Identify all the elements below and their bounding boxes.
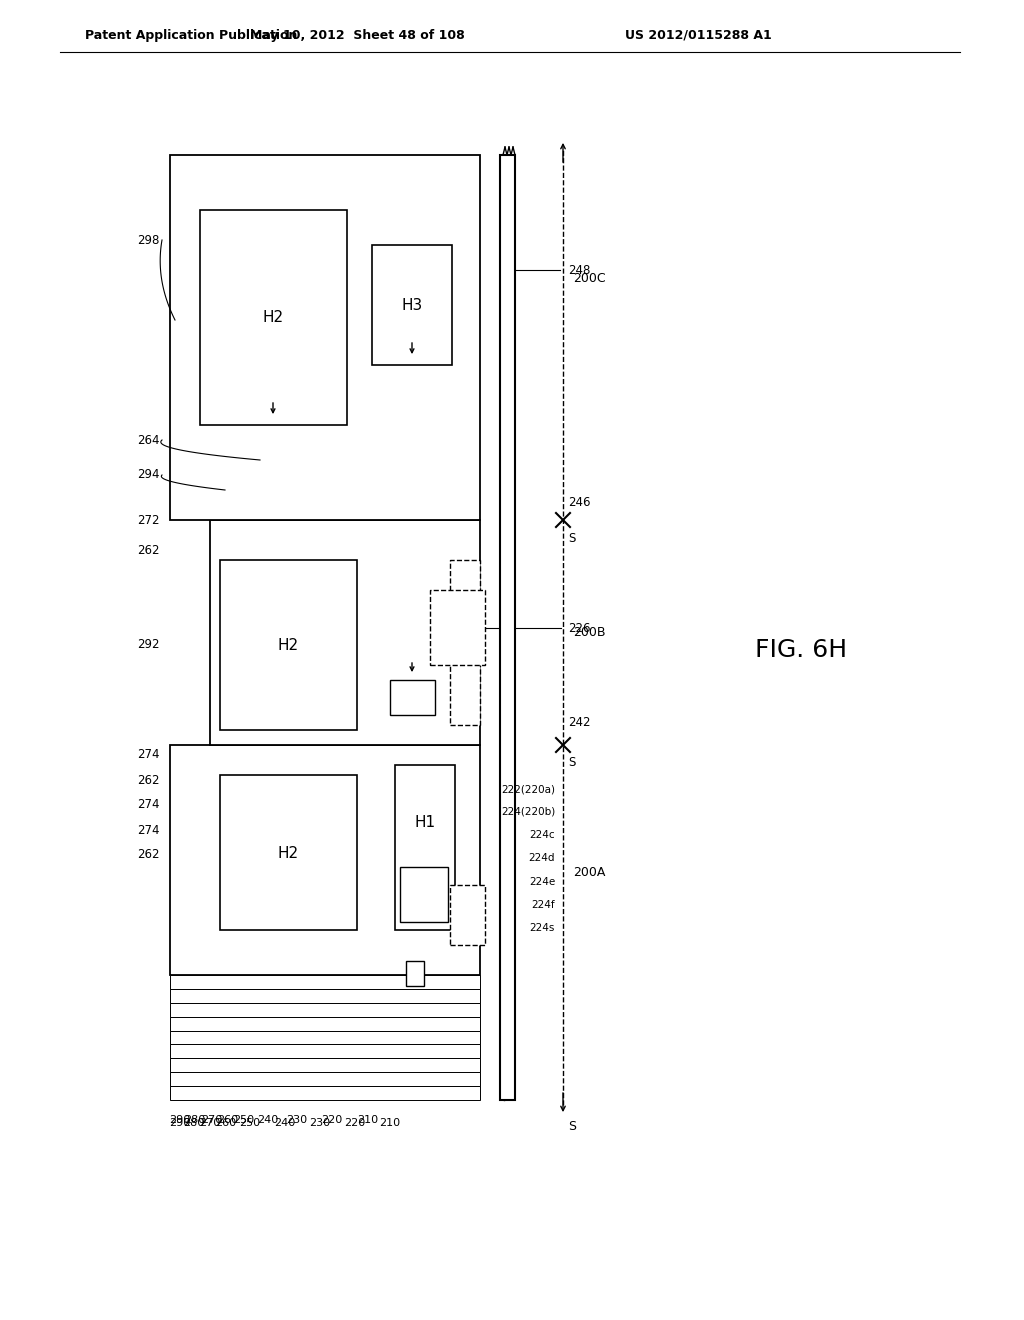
Text: 210: 210 xyxy=(380,1118,400,1129)
Text: US 2012/0115288 A1: US 2012/0115288 A1 xyxy=(625,29,772,41)
Text: 200C: 200C xyxy=(573,272,605,285)
Bar xyxy=(210,520,480,744)
Text: 250: 250 xyxy=(240,1118,260,1129)
Text: 274: 274 xyxy=(137,799,160,812)
Text: 272: 272 xyxy=(137,513,160,527)
Bar xyxy=(406,961,424,986)
Text: 224(220b): 224(220b) xyxy=(501,807,555,817)
Text: 222(220a): 222(220a) xyxy=(501,785,555,795)
Text: May 10, 2012  Sheet 48 of 108: May 10, 2012 Sheet 48 of 108 xyxy=(250,29,464,41)
Text: 260: 260 xyxy=(215,1118,237,1129)
Text: 230: 230 xyxy=(287,1115,307,1125)
Text: 292: 292 xyxy=(137,639,160,652)
Bar xyxy=(170,1044,480,1059)
Bar xyxy=(395,766,455,931)
Text: 270: 270 xyxy=(202,1115,222,1125)
Text: 240: 240 xyxy=(274,1118,296,1129)
Text: 220: 220 xyxy=(322,1115,343,1125)
Bar xyxy=(170,154,480,520)
Text: 262: 262 xyxy=(137,774,160,787)
Bar xyxy=(170,1031,480,1044)
Text: 242: 242 xyxy=(568,717,591,730)
Text: 290: 290 xyxy=(169,1115,190,1125)
Text: 210: 210 xyxy=(357,1115,379,1125)
Text: 294: 294 xyxy=(137,469,160,482)
Bar xyxy=(372,246,452,366)
Text: 264: 264 xyxy=(137,433,160,446)
Text: S: S xyxy=(568,532,575,544)
Bar xyxy=(500,154,515,1100)
Text: 224s: 224s xyxy=(529,923,555,933)
Text: 200B: 200B xyxy=(573,627,605,639)
Bar xyxy=(450,560,480,725)
Text: 244: 244 xyxy=(413,888,436,902)
Text: 246: 246 xyxy=(568,495,591,508)
Bar xyxy=(220,775,357,931)
Bar xyxy=(220,560,357,730)
Bar xyxy=(170,1016,480,1031)
Text: 224c: 224c xyxy=(529,830,555,840)
Bar xyxy=(170,1072,480,1086)
Text: Patent Application Publication: Patent Application Publication xyxy=(85,29,297,41)
Text: 200A: 200A xyxy=(573,866,605,879)
Bar xyxy=(200,210,347,425)
Text: 274: 274 xyxy=(137,748,160,762)
Bar xyxy=(400,867,449,921)
Text: 262: 262 xyxy=(137,544,160,557)
Text: 224f: 224f xyxy=(531,900,555,909)
Bar xyxy=(430,590,485,665)
Text: 230: 230 xyxy=(309,1118,331,1129)
Bar xyxy=(450,884,485,945)
Bar xyxy=(170,975,480,989)
Text: 298: 298 xyxy=(137,234,160,247)
Bar xyxy=(170,989,480,1003)
Text: FIG. 6H: FIG. 6H xyxy=(755,638,847,663)
Text: H2: H2 xyxy=(278,846,299,861)
Text: 290: 290 xyxy=(169,1118,190,1129)
Text: 274: 274 xyxy=(137,824,160,837)
Text: 240: 240 xyxy=(257,1115,279,1125)
Text: H2: H2 xyxy=(262,310,284,326)
Bar xyxy=(170,1086,480,1100)
Bar xyxy=(170,744,480,975)
Bar xyxy=(390,680,435,715)
Text: 224d: 224d xyxy=(528,853,555,863)
Text: H1: H1 xyxy=(415,816,435,830)
Text: 220: 220 xyxy=(344,1118,366,1129)
Text: S: S xyxy=(568,756,575,770)
Text: 224e: 224e xyxy=(528,876,555,887)
Text: S: S xyxy=(568,1119,575,1133)
Text: 262: 262 xyxy=(137,849,160,862)
Text: 270: 270 xyxy=(200,1118,220,1129)
Bar xyxy=(170,1059,480,1072)
Text: 280: 280 xyxy=(183,1118,205,1129)
Text: 250: 250 xyxy=(233,1115,255,1125)
Text: 248: 248 xyxy=(568,264,591,276)
Text: 260: 260 xyxy=(217,1115,239,1125)
Bar xyxy=(170,1003,480,1016)
Text: H2: H2 xyxy=(278,638,299,652)
Text: 226: 226 xyxy=(568,622,591,635)
Text: H3: H3 xyxy=(401,297,423,313)
Text: 280: 280 xyxy=(184,1115,206,1125)
